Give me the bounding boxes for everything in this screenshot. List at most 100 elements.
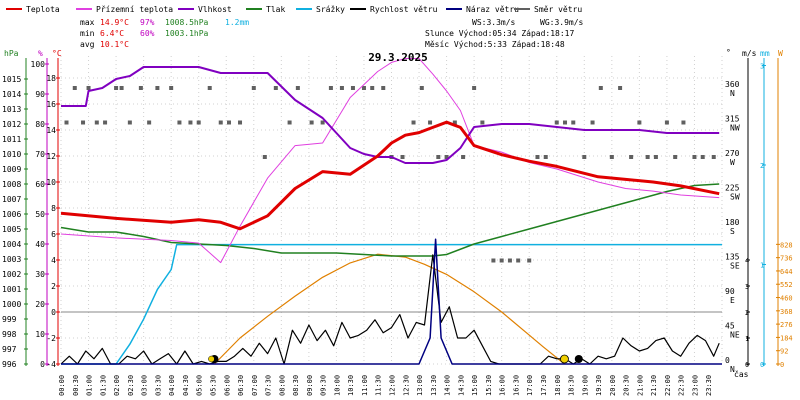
time-tick-label: 00:30 [72,375,80,396]
time-tick-label: 23:00 [691,375,699,396]
rain-unit-label: mm [760,49,770,58]
series-line-teplota [60,120,720,231]
wind-direction-point [645,155,650,159]
pressure-tick-label: 997 [2,345,17,354]
time-tick-label: 09:00 [306,375,314,396]
time-tick-label: 13:30 [430,375,438,396]
pressure-tick-label: 1003 [2,255,21,264]
rain-tick-label: 2 [760,162,764,170]
wind-direction-point [411,120,416,125]
time-tick-label: 14:00 [444,375,452,396]
wind-direction-point [563,120,568,125]
direction-compass-label: S [730,227,735,236]
time-tick-label: 04:00 [168,375,176,396]
wind-direction-point [103,120,108,125]
legend-label: Rychlost větru [370,5,438,14]
time-tick-label: 16:00 [499,375,507,396]
humidity-tick-label: 30 [35,270,45,279]
time-tick-label: 09:30 [320,375,328,396]
wind-direction-point [207,86,212,90]
legend-label: Přízemní teplota [96,5,173,14]
wind-direction-point [64,120,69,125]
temperature-tick-label: 14 [46,126,56,135]
time-tick-label: 11:00 [361,375,369,396]
legend-label: Směr větru [534,5,582,14]
wind-direction-point [419,86,424,90]
series-line-rychlost-větru [60,254,720,365]
wind-direction-point [381,86,386,90]
time-tick-label: 19:30 [595,375,603,396]
pressure-tick-label: 1009 [2,165,21,174]
direction-tick-label: 180 [725,218,740,227]
series-line-tlak [60,183,720,257]
wind-direction-point [461,155,466,159]
solar-tick-label: 644 [780,268,793,276]
humidity-tick-label: 100 [31,60,46,69]
time-tick-label: 12:00 [389,375,397,396]
direction-compass-label: NW [730,124,740,133]
time-tick-label: 06:00 [223,375,231,396]
direction-unit-label: ° [726,48,731,57]
wind-direction-point [227,120,232,125]
time-tick-label: 01:30 [99,375,107,396]
wind-direction-point [590,120,595,125]
time-tick-label: 06:30 [237,375,245,396]
wind-direction-point [653,155,658,159]
rain-tick-label: 3 [760,63,764,71]
pressure-tick-label: 1002 [2,270,21,279]
time-axis-label: čas [734,369,749,379]
pressure-tick-label: 1006 [2,210,21,219]
time-tick-label: 17:00 [526,375,534,396]
wind-direction-point [692,155,697,159]
wind-direction-point [127,120,132,125]
temperature-tick-label: -2 [46,334,56,343]
temperature-unit-label: °C [52,49,62,58]
wind-direction-point [218,120,223,125]
wind-direction-point [571,120,576,125]
wind-direction-point [81,120,86,125]
pressure-tick-label: 1013 [2,105,21,114]
time-tick-label: 04:30 [182,375,190,396]
time-tick-label: 17:30 [540,375,548,396]
direction-tick-label: 270 [725,149,740,158]
wind-direction-point [350,86,355,90]
wind-direction-point [491,258,496,263]
temperature-tick-label: 10 [46,178,56,187]
legend-label: Náraz větru [466,5,519,14]
stat-max-rain: 1.2mm [225,18,249,27]
humidity-tick-label: 0 [40,360,45,369]
direction-tick-label: 315 [725,115,740,124]
direction-compass-label: E [730,296,735,305]
time-tick-label: 02:00 [113,375,121,396]
pressure-tick-label: 1008 [2,180,21,189]
temperature-tick-label: 12 [46,152,56,161]
temperature-tick-label: 16 [46,100,56,109]
legend-label: Teplota [26,5,60,14]
legend-label: Srážky [316,5,345,14]
wind-direction-point [320,120,325,125]
wind-direction-point [618,86,623,90]
wind-direction-point [444,155,449,159]
wind-direction-point [535,155,540,159]
stat-min-pressure: 1003.1hPa [165,29,209,38]
direction-tick-label: 360 [725,80,740,89]
time-tick-label: 05:00 [196,375,204,396]
wind-tick-label: 1 [745,335,749,343]
wind-direction-point [554,120,559,125]
rain-tick-label: 1 [760,262,764,270]
wind-direction-point [169,86,174,90]
wind-direction-point [629,155,634,159]
wind-direction-point [700,155,705,159]
pressure-tick-label: 999 [2,315,17,324]
wind-direction-point [94,120,99,125]
wind-direction-point [543,155,548,159]
direction-tick-label: 90 [725,287,735,296]
pressure-tick-label: 1004 [2,240,21,249]
wind-direction-point [287,120,292,125]
direction-tick-label: 45 [725,322,735,331]
temperature-tick-label: 2 [51,282,56,291]
wind-direction-point [681,120,686,125]
time-tick-label: 22:30 [678,375,686,396]
wind-direction-point [370,86,375,90]
